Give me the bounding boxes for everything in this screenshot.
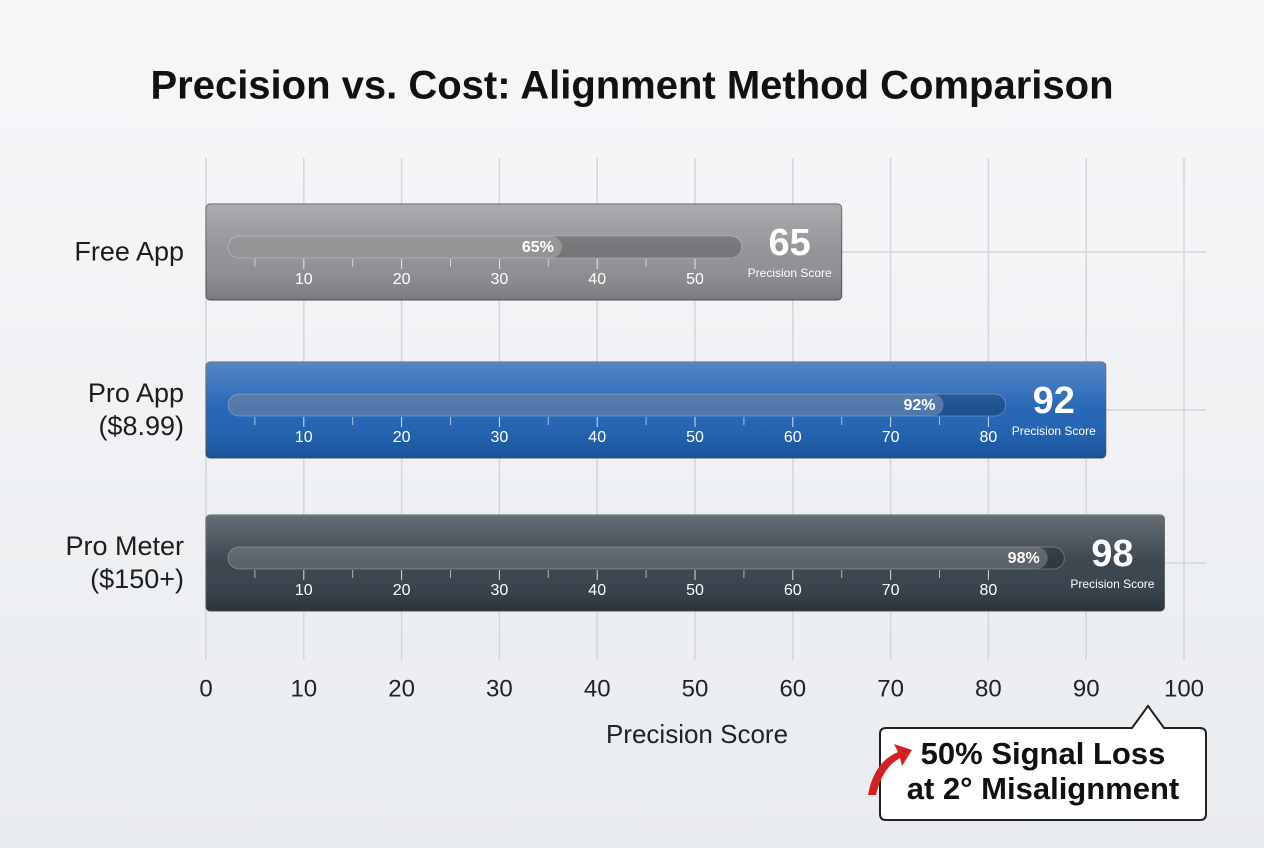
value-sublabel: Precision Score <box>1070 577 1154 591</box>
value-label: 92 <box>1033 380 1075 422</box>
chart-title: Precision vs. Cost: Alignment Method Com… <box>150 64 1113 108</box>
y-tick-label: Free App <box>74 236 184 267</box>
ruler-label: 70 <box>882 429 900 446</box>
bar-group: 98% 10 20 30 40 50 60 70 80 98 Precision Score <box>205 514 1165 612</box>
ruler-label: 80 <box>980 582 998 599</box>
x-tick-label: 70 <box>877 675 904 702</box>
bar-sheen <box>206 204 842 300</box>
ruler-label: 10 <box>295 582 313 599</box>
ruler-label: 30 <box>491 429 509 446</box>
x-tick-label: 100 <box>1164 675 1204 702</box>
value-label: 65 <box>769 222 811 264</box>
ruler-label: 50 <box>686 429 704 446</box>
ruler-label: 40 <box>588 429 606 446</box>
ruler-label: 60 <box>784 429 802 446</box>
track-label: 92% <box>904 397 936 414</box>
ruler-label: 40 <box>588 582 606 599</box>
track <box>227 393 1007 417</box>
track-label: 98% <box>1008 550 1040 567</box>
ruler-label: 10 <box>295 271 313 288</box>
callout-box <box>879 704 1207 821</box>
track <box>227 235 743 259</box>
ruler-label: 30 <box>491 582 509 599</box>
x-tick-label: 60 <box>779 675 806 702</box>
ruler-label: 40 <box>588 271 606 288</box>
track-fill <box>228 394 944 416</box>
x-tick-label: 80 <box>975 675 1002 702</box>
x-tick-label: 0 <box>199 675 212 702</box>
ruler-label: 20 <box>393 429 411 446</box>
bar-sheen <box>206 362 1106 458</box>
ruler-label: 60 <box>784 582 802 599</box>
ruler-label: 50 <box>686 582 704 599</box>
track-fill <box>228 236 562 258</box>
value-label: 98 <box>1091 533 1133 575</box>
x-tick-label: 30 <box>486 675 513 702</box>
callout-arrow <box>868 744 912 795</box>
x-axis-label: Precision Score <box>606 719 788 749</box>
x-tick-label: 20 <box>388 675 415 702</box>
ruler-label: 80 <box>980 429 998 446</box>
value-sublabel: Precision Score <box>1012 424 1096 438</box>
track-label: 65% <box>522 239 554 256</box>
x-tick-label: 40 <box>584 675 611 702</box>
bar-group: 92% 10 20 30 40 50 60 70 80 92 Precision Score <box>205 361 1107 459</box>
annotation: at 2° Misalignment <box>907 771 1180 806</box>
ruler-label: 20 <box>393 271 411 288</box>
y-tick-label: Pro Meter ($150+) <box>65 531 184 594</box>
value-sublabel: Precision Score <box>748 266 832 280</box>
track <box>227 546 1065 570</box>
ruler-label: 20 <box>393 582 411 599</box>
bar-group: 65% 10 20 30 40 50 65 Precision Score <box>205 203 843 301</box>
track-fill <box>228 547 1048 569</box>
ruler-label: 50 <box>686 271 704 288</box>
x-tick-label: 50 <box>682 675 709 702</box>
ruler-label: 70 <box>882 582 900 599</box>
y-tick-label: Pro App ($8.99) <box>87 378 184 441</box>
annotation: 50% Signal Loss <box>921 736 1166 771</box>
x-tick-label: 90 <box>1073 675 1100 702</box>
x-tick-label: 10 <box>290 675 317 702</box>
bar-sheen <box>206 515 1165 611</box>
ruler-label: 30 <box>491 271 509 288</box>
ruler-label: 10 <box>295 429 313 446</box>
callout: 50% Signal Loss at 2° Misalignment <box>868 704 1207 821</box>
